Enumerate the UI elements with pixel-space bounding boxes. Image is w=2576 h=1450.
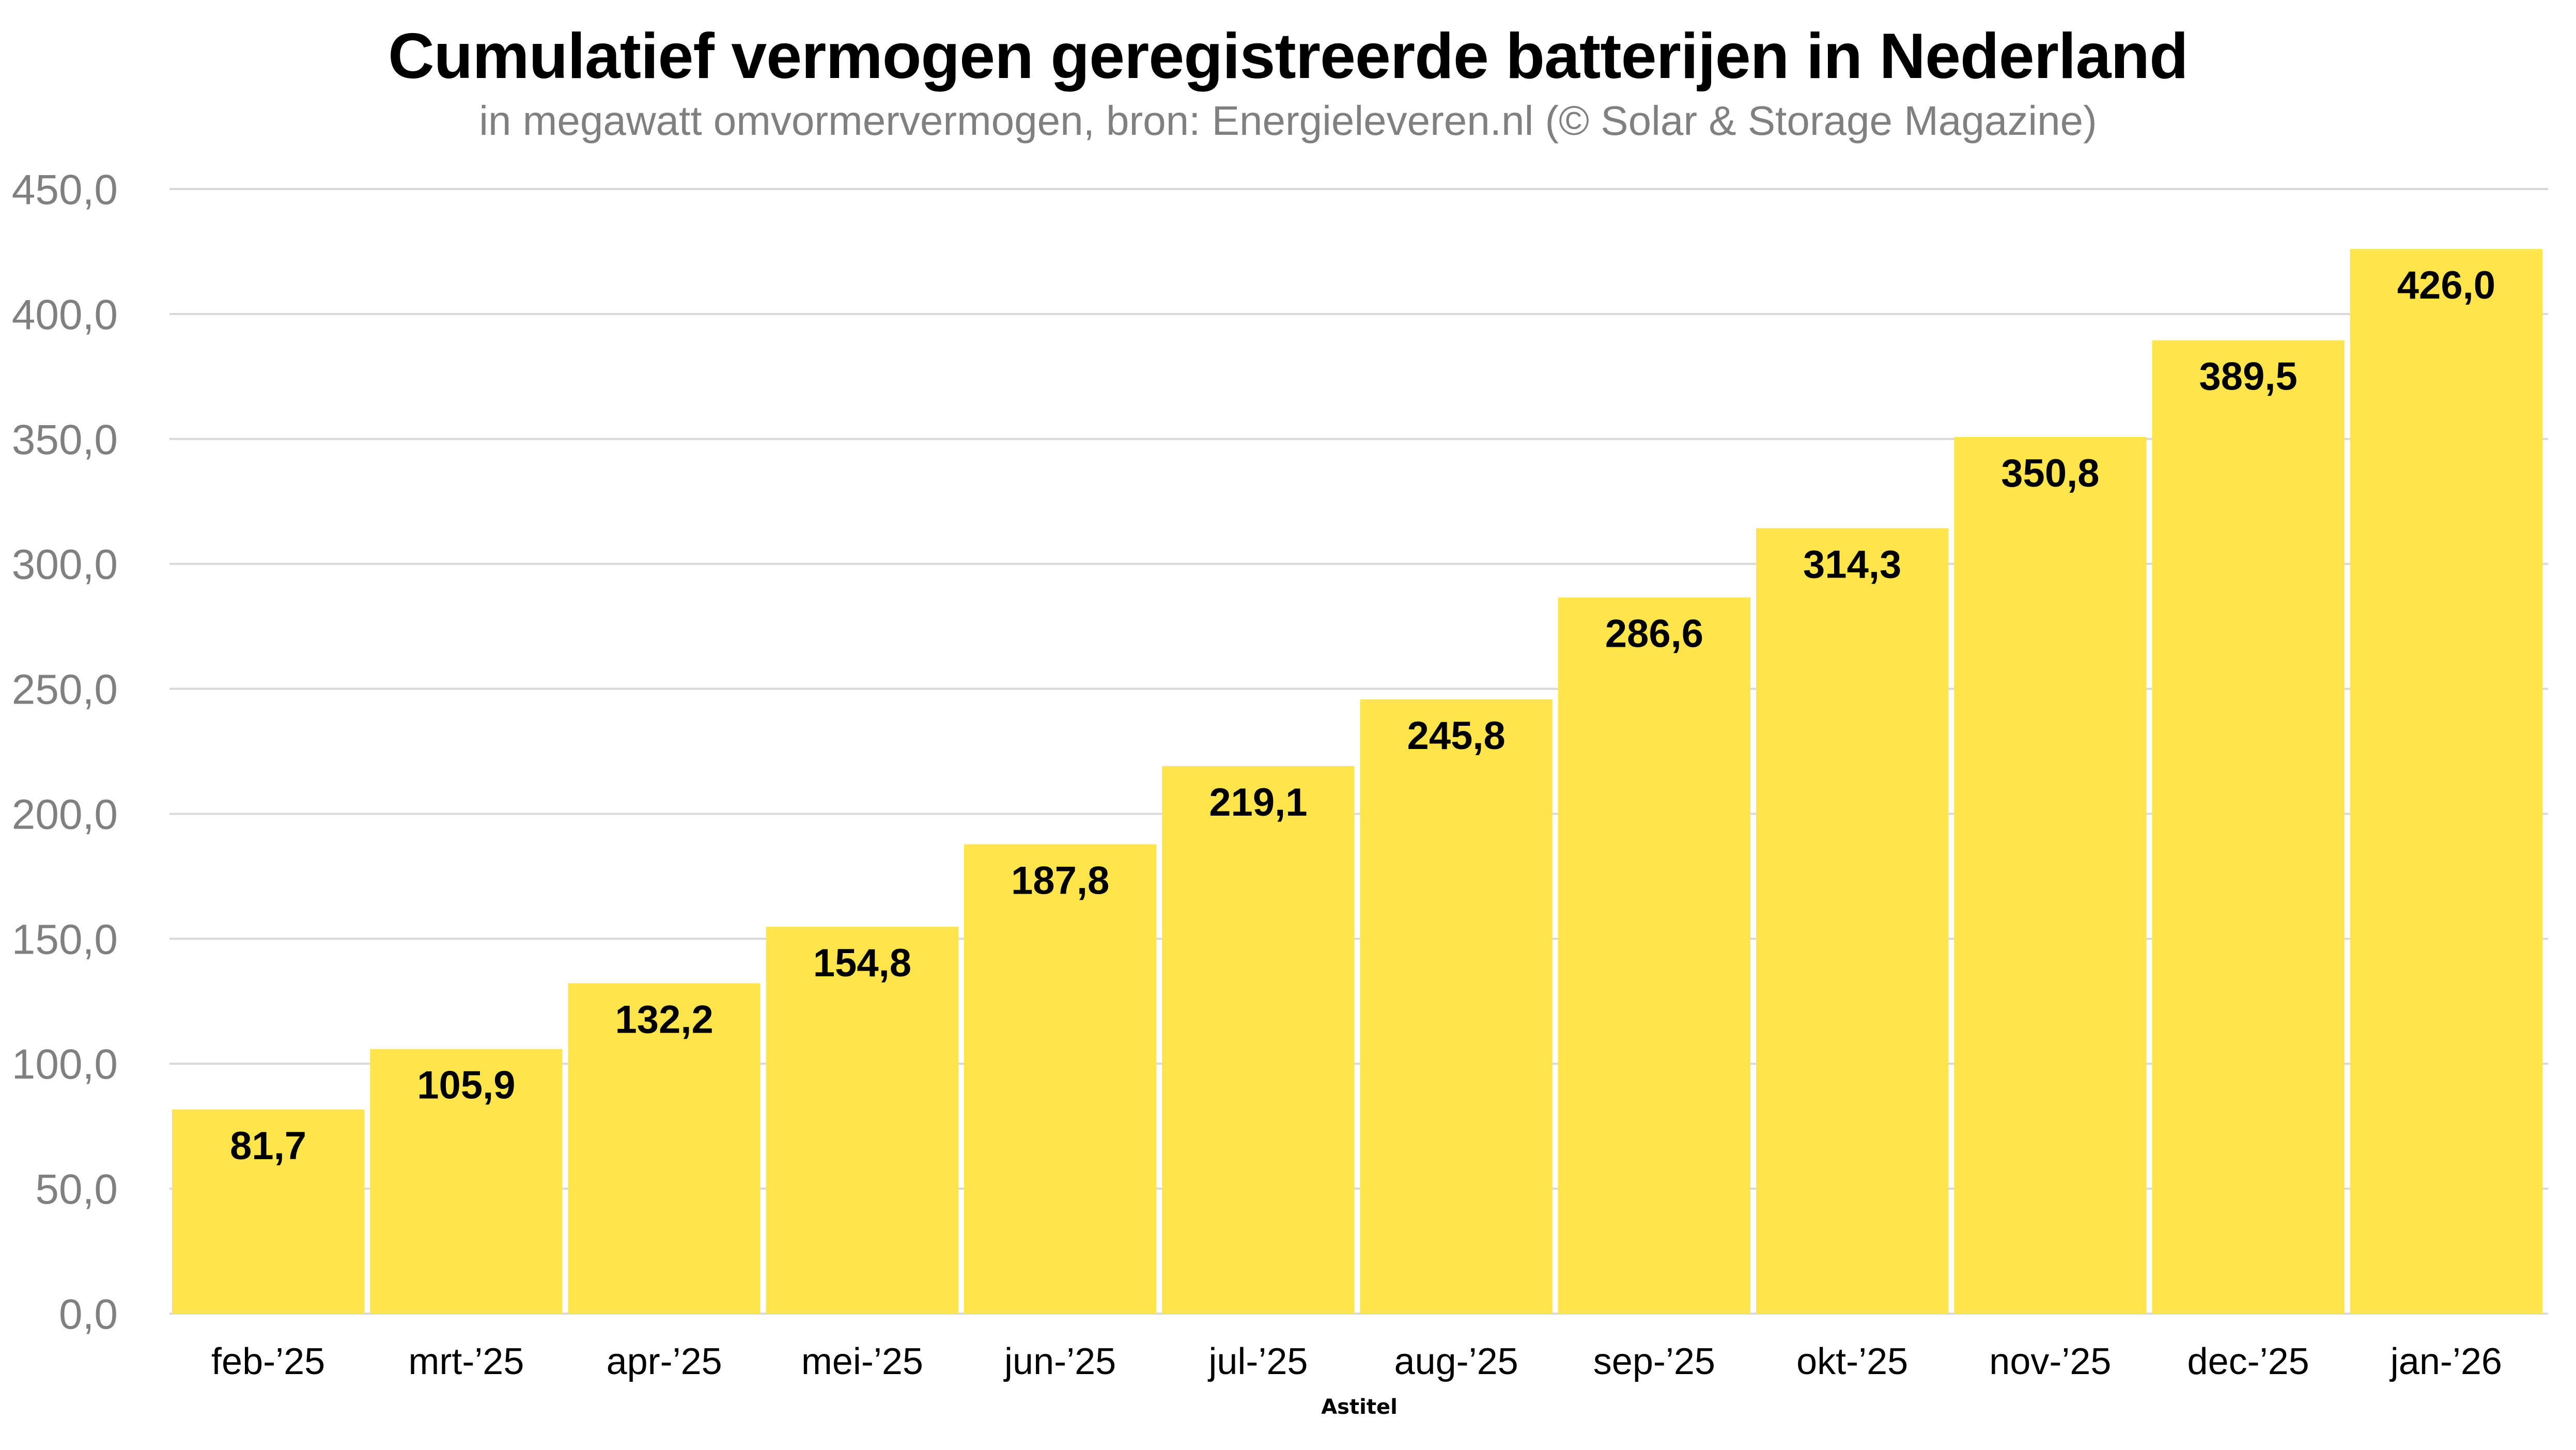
x-tick-label: sep-’25 <box>1593 1341 1715 1382</box>
y-tick-label: 100,0 <box>12 1041 118 1088</box>
x-tick-label: dec-’25 <box>2187 1341 2309 1382</box>
data-label: 314,3 <box>1803 542 1901 586</box>
data-label: 154,8 <box>813 941 911 985</box>
bar <box>766 927 958 1314</box>
y-tick-label: 0,0 <box>59 1291 118 1338</box>
y-tick-label: 450,0 <box>12 166 118 213</box>
data-label: 81,7 <box>230 1124 306 1168</box>
bar <box>1954 436 2147 1314</box>
data-label: 132,2 <box>615 997 713 1041</box>
y-tick-label: 250,0 <box>12 666 118 713</box>
x-tick-label: nov-’25 <box>1989 1341 2111 1382</box>
bar <box>1756 528 1949 1314</box>
bar <box>1162 766 1355 1314</box>
y-tick-label: 400,0 <box>12 291 118 338</box>
bar <box>172 1109 365 1314</box>
x-axis-ticks: feb-’25 mrt-’25 apr-’25 mei-’25 jun-’25 jul-’… <box>211 1341 2502 1382</box>
bars <box>172 249 2542 1314</box>
y-tick-label: 200,0 <box>12 791 118 838</box>
data-label: 219,1 <box>1209 781 1307 824</box>
data-label: 426,0 <box>2397 263 2495 307</box>
y-tick-label: 50,0 <box>35 1166 118 1213</box>
data-label: 187,8 <box>1011 859 1109 902</box>
bar <box>1558 597 1750 1314</box>
data-label: 350,8 <box>2001 451 2099 495</box>
chart-subtitle: in megawatt omvormervermogen, bron: Ener… <box>479 98 2097 144</box>
x-tick-label: jan-’26 <box>2389 1341 2502 1382</box>
x-tick-label: jul-’25 <box>1207 1341 1308 1382</box>
x-axis-title: Astitel <box>1321 1395 1398 1419</box>
x-tick-label: feb-’25 <box>211 1341 325 1382</box>
data-label: 389,5 <box>2199 355 2298 399</box>
x-tick-label: aug-’25 <box>1394 1341 1518 1382</box>
y-axis-ticks: 0,0 50,0 100,0 150,0 200,0 250,0 300,0 350,0 400… <box>12 166 118 1338</box>
gridlines <box>169 188 2548 1315</box>
y-tick-label: 350,0 <box>12 416 118 463</box>
x-tick-label: apr-’25 <box>607 1341 722 1382</box>
bar <box>568 983 761 1314</box>
data-label: 245,8 <box>1407 714 1506 758</box>
bar <box>964 844 1157 1314</box>
data-labels: 81,7 105,9 132,2 154,8 187,8 219,1 245,8 286,6 3… <box>230 263 2495 1168</box>
x-tick-label: mei-’25 <box>801 1341 923 1382</box>
x-tick-label: mrt-’25 <box>408 1341 524 1382</box>
y-tick-label: 150,0 <box>12 916 118 963</box>
data-label: 105,9 <box>417 1064 515 1108</box>
bar <box>1360 699 1553 1314</box>
bar <box>370 1049 563 1314</box>
y-tick-label: 300,0 <box>12 541 118 588</box>
x-tick-label: okt-’25 <box>1796 1341 1908 1382</box>
bar <box>2350 249 2542 1314</box>
x-tick-label: jun-’25 <box>1003 1341 1116 1382</box>
data-label: 286,6 <box>1605 612 1703 656</box>
chart-title: Cumulatief vermogen geregistreerde batte… <box>388 21 2189 92</box>
bar <box>2152 340 2345 1314</box>
